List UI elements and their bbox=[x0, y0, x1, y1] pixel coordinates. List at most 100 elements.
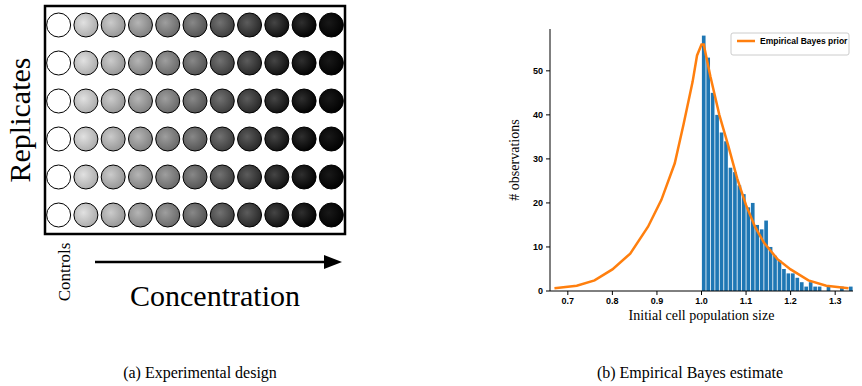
y-axis-label: # observations bbox=[507, 119, 522, 200]
well bbox=[265, 13, 289, 37]
histogram-bar bbox=[791, 273, 795, 291]
arrow bbox=[95, 261, 328, 264]
well bbox=[210, 13, 234, 37]
x-tick-label: 1.1 bbox=[740, 296, 753, 306]
well bbox=[128, 127, 152, 151]
y-tick-label: 0 bbox=[538, 286, 543, 296]
histogram-bar bbox=[773, 256, 777, 291]
well bbox=[47, 127, 71, 151]
well bbox=[101, 203, 125, 227]
y-tick bbox=[546, 114, 550, 115]
x-tick-label: 1.0 bbox=[695, 296, 708, 306]
x-axis-label: Initial cell population size bbox=[629, 308, 775, 323]
x-tick bbox=[656, 291, 657, 295]
histogram-bar bbox=[787, 273, 791, 291]
well bbox=[74, 127, 98, 151]
well bbox=[238, 165, 262, 189]
well bbox=[238, 203, 262, 227]
well bbox=[183, 127, 207, 151]
well bbox=[292, 51, 316, 75]
well bbox=[47, 89, 71, 113]
x-tick bbox=[790, 291, 791, 295]
histogram-bar bbox=[711, 93, 715, 291]
histogram-bar bbox=[818, 287, 822, 291]
y-axis bbox=[550, 29, 551, 291]
well bbox=[183, 51, 207, 75]
histogram-bar bbox=[733, 172, 737, 291]
histogram-bar bbox=[738, 185, 742, 291]
well bbox=[265, 165, 289, 189]
y-tick-label: 20 bbox=[533, 198, 543, 208]
well bbox=[128, 89, 152, 113]
histogram-bar bbox=[729, 168, 733, 291]
histogram-bar bbox=[724, 141, 728, 291]
well bbox=[74, 89, 98, 113]
well bbox=[210, 51, 234, 75]
well bbox=[210, 127, 234, 151]
well bbox=[238, 13, 262, 37]
well bbox=[292, 165, 316, 189]
well bbox=[238, 89, 262, 113]
well bbox=[238, 51, 262, 75]
well bbox=[156, 203, 180, 227]
y-tick bbox=[546, 70, 550, 71]
well bbox=[319, 13, 343, 37]
well bbox=[74, 165, 98, 189]
y-tick-label: 30 bbox=[533, 154, 543, 164]
well bbox=[265, 203, 289, 227]
histogram-bar bbox=[778, 260, 782, 291]
well bbox=[156, 127, 180, 151]
well bbox=[210, 203, 234, 227]
histogram-bar bbox=[804, 287, 808, 291]
histogram-bar bbox=[849, 287, 853, 291]
x-tick-label: 0.7 bbox=[562, 296, 575, 306]
well bbox=[128, 13, 152, 37]
figure: ReplicatesControlsConcentration(a) Exper… bbox=[0, 0, 862, 386]
well bbox=[47, 165, 71, 189]
well bbox=[101, 13, 125, 37]
well bbox=[210, 89, 234, 113]
well bbox=[319, 165, 343, 189]
well bbox=[156, 13, 180, 37]
plot-area bbox=[554, 36, 852, 291]
x-tick-label: 1.2 bbox=[784, 296, 797, 306]
histogram-bar bbox=[813, 287, 817, 291]
well bbox=[292, 127, 316, 151]
well bbox=[156, 51, 180, 75]
well bbox=[183, 89, 207, 113]
x-tick bbox=[612, 291, 613, 295]
well bbox=[128, 203, 152, 227]
prior-curve bbox=[554, 44, 848, 288]
well bbox=[128, 165, 152, 189]
y-tick bbox=[546, 246, 550, 247]
well bbox=[101, 51, 125, 75]
x-tick-label: 1.3 bbox=[829, 296, 842, 306]
histogram-bar bbox=[746, 207, 750, 291]
y-tick-label: 40 bbox=[533, 110, 543, 120]
legend-swatch bbox=[737, 40, 755, 43]
well bbox=[210, 165, 234, 189]
histogram-bar bbox=[764, 221, 768, 291]
well bbox=[156, 89, 180, 113]
well bbox=[101, 165, 125, 189]
y-tick-label: 50 bbox=[533, 66, 543, 76]
well bbox=[74, 51, 98, 75]
well bbox=[238, 127, 262, 151]
plate bbox=[45, 6, 345, 234]
caption: (a) Experimental design bbox=[123, 364, 277, 382]
x-tick bbox=[835, 291, 836, 295]
well bbox=[183, 13, 207, 37]
well bbox=[156, 165, 180, 189]
legend-box bbox=[731, 33, 849, 55]
x-tick bbox=[701, 291, 702, 295]
y-tick bbox=[546, 291, 550, 292]
well bbox=[183, 165, 207, 189]
well bbox=[47, 203, 71, 227]
well bbox=[292, 203, 316, 227]
histogram-bar bbox=[795, 278, 799, 291]
well bbox=[292, 13, 316, 37]
well bbox=[101, 127, 125, 151]
y-tick-label: 10 bbox=[533, 242, 543, 252]
well bbox=[101, 89, 125, 113]
histogram-bar bbox=[742, 194, 746, 291]
